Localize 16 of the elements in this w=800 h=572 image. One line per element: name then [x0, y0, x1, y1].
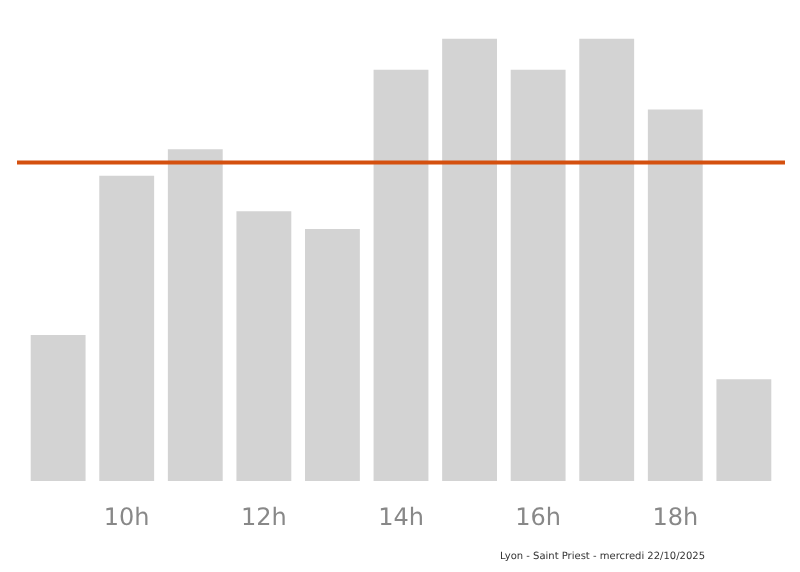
bar	[442, 38, 497, 481]
bar	[647, 109, 703, 481]
bar	[716, 379, 772, 481]
bar	[99, 175, 155, 481]
x-tick-label: 12h	[240, 503, 287, 531]
bar	[167, 149, 223, 481]
x-tick-label: 18h	[652, 503, 699, 531]
x-tick-label: 10h	[103, 503, 150, 531]
x-tick-label: 14h	[378, 503, 424, 531]
bar	[373, 69, 429, 481]
bar	[510, 69, 566, 481]
bar	[305, 228, 360, 481]
bar	[579, 38, 635, 481]
bar	[236, 211, 292, 481]
x-tick-label: 16h	[515, 503, 562, 531]
bar	[30, 335, 86, 481]
